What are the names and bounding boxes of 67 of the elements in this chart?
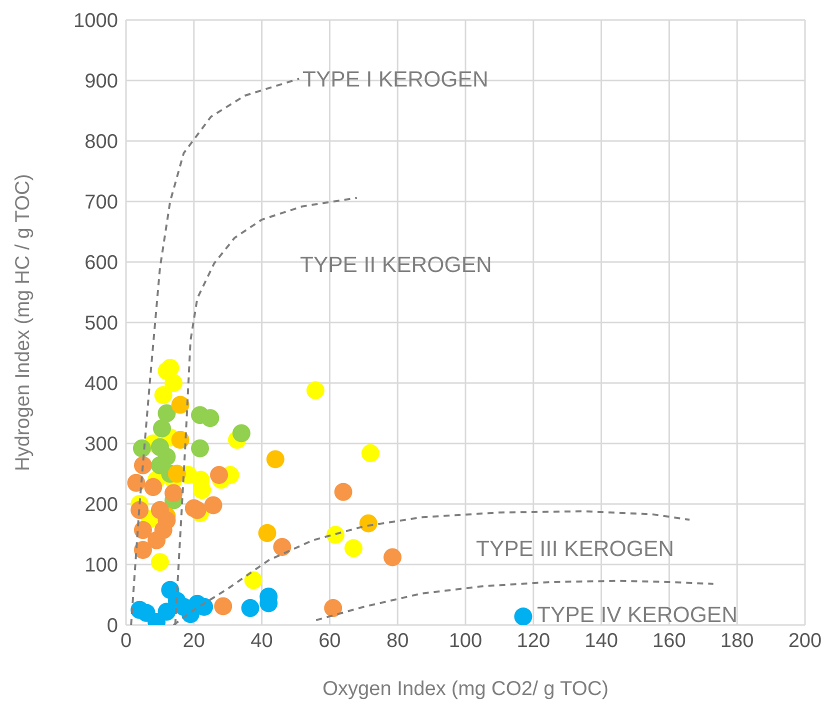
x-tick-label: 100 — [448, 630, 482, 652]
y-tick-label: 100 — [84, 554, 118, 577]
x-tick-label: 200 — [788, 630, 822, 652]
point — [258, 524, 276, 542]
x-tick-label: 0 — [120, 630, 132, 652]
point — [244, 571, 262, 590]
point — [168, 464, 186, 483]
point — [134, 540, 152, 559]
point — [150, 553, 169, 572]
x-tick-label: 40 — [250, 630, 273, 652]
point — [273, 538, 292, 556]
point — [130, 501, 149, 520]
point — [134, 521, 152, 540]
point — [266, 450, 284, 468]
point — [514, 608, 532, 625]
y-tick-label: 400 — [84, 373, 118, 396]
point — [361, 444, 380, 462]
point — [127, 474, 146, 492]
point — [191, 439, 210, 458]
point — [359, 514, 378, 532]
y-tick-label: 300 — [84, 434, 118, 456]
point — [144, 478, 162, 496]
x-tick-label: 120 — [516, 630, 550, 652]
point — [384, 548, 402, 566]
point — [152, 419, 171, 438]
point — [210, 466, 228, 484]
x-tick-label: 180 — [720, 630, 754, 652]
line-series — [130, 78, 300, 625]
point — [164, 484, 183, 502]
y-tick-label: 1000 — [74, 10, 118, 32]
point — [158, 404, 176, 422]
point — [326, 526, 344, 544]
y-tick-label: 500 — [84, 312, 118, 335]
point — [214, 597, 232, 616]
y-tick-label: 900 — [84, 70, 118, 93]
x-tick-label: 80 — [386, 630, 409, 652]
x-axis-title: Oxygen Index (mg CO2/ g TOC) — [322, 678, 609, 700]
y-tick-label: 700 — [84, 192, 118, 214]
point — [204, 496, 222, 514]
y-tick-label: 200 — [84, 494, 118, 516]
annotation: TYPE II KEROGEN — [300, 252, 492, 277]
point — [171, 396, 190, 414]
point — [334, 482, 352, 501]
point — [154, 386, 172, 404]
annotation: TYPE IV KEROGEN — [537, 602, 738, 627]
x-tick-label: 60 — [318, 630, 341, 652]
x-tick-label: 20 — [182, 630, 206, 652]
y-tick-label: 0 — [106, 615, 118, 638]
point — [344, 539, 362, 558]
point — [171, 430, 190, 449]
point — [232, 424, 250, 442]
x-tick-label: 160 — [652, 630, 686, 652]
point — [201, 409, 220, 428]
point — [132, 439, 151, 458]
y-tick-label: 600 — [84, 252, 118, 274]
point — [306, 381, 324, 400]
point — [148, 531, 166, 550]
annotation: TYPE III KEROGEN — [476, 536, 674, 561]
point — [134, 456, 152, 474]
point — [324, 599, 342, 618]
annotation: TYPE I KEROGEN — [302, 66, 488, 92]
x-tick-label: 140 — [584, 630, 618, 652]
point — [241, 599, 260, 618]
point — [158, 511, 176, 530]
y-axis-title: Hydrogen Index (mg HC / g TOC) — [12, 174, 34, 472]
y-tick-label: 800 — [84, 131, 118, 154]
point — [164, 374, 183, 392]
